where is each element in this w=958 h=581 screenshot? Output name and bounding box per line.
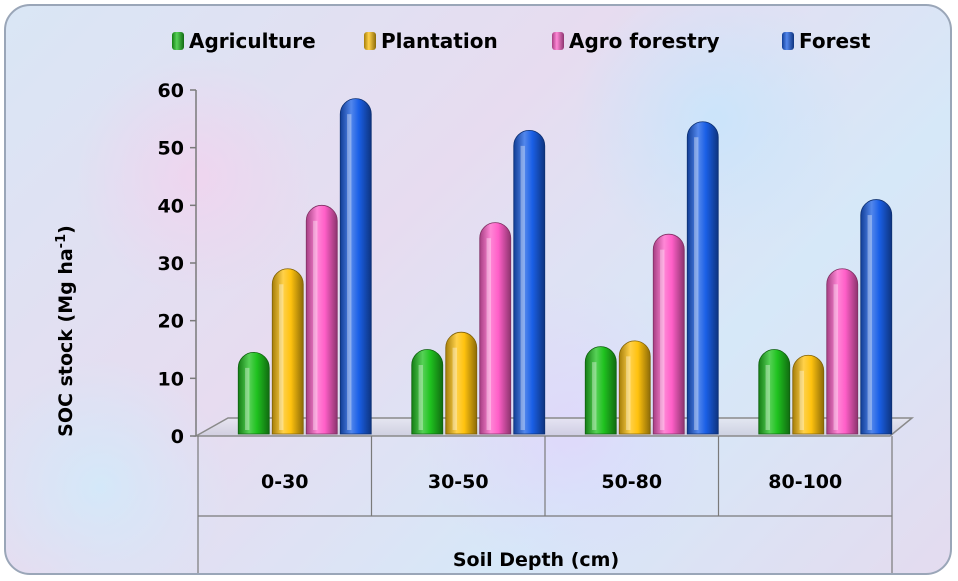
y-tick-label: 0	[171, 426, 184, 448]
x-tick-labels: 0-30 30-50 50-80 80-100	[261, 471, 842, 493]
bar-plantation	[792, 354, 825, 435]
bar-highlight	[694, 137, 699, 430]
bar-body	[792, 354, 825, 435]
bar-highlight	[279, 284, 284, 430]
x-tick-label: 30-50	[428, 471, 489, 493]
bar-highlight	[245, 367, 250, 430]
bar-highlight	[799, 370, 804, 430]
bar-highlight	[452, 347, 457, 430]
bar-body	[411, 349, 444, 435]
chart-frame: 0 10 20 30 40 50 60 0-30 30-50 50-80 80-100 Agric…	[4, 4, 952, 575]
bar-body	[339, 98, 372, 435]
axes	[190, 89, 915, 573]
legend-swatch	[364, 32, 376, 50]
bar-body	[305, 205, 338, 435]
bar-body	[271, 268, 304, 435]
bar-highlight	[418, 365, 423, 430]
x-tick-label: 80-100	[768, 471, 842, 493]
y-tick-label: 10	[158, 368, 184, 390]
bar-body	[758, 349, 791, 435]
y-tick-label: 40	[158, 195, 184, 217]
legend-swatch	[782, 32, 794, 50]
chart-floor	[193, 417, 915, 437]
y-axis-title-close: )	[55, 225, 77, 234]
bar-highlight	[520, 145, 525, 430]
y-axis-title: SOC stock (Mg ha-1)	[54, 225, 77, 437]
bar-agriculture	[758, 349, 791, 435]
legend-swatch	[552, 32, 564, 50]
bar-plantation	[618, 340, 651, 435]
y-axis-title-superscript: -1	[54, 234, 69, 248]
bar-body	[826, 268, 859, 435]
bar-forest	[513, 130, 546, 435]
bar-highlight	[347, 114, 352, 431]
legend-item-agriculture: Agriculture	[172, 29, 316, 53]
legend: Agriculture Plantation Agro forestry Forest	[172, 29, 871, 53]
y-tick-labels: 0 10 20 30 40 50 60	[158, 80, 184, 448]
bar-forest	[686, 121, 719, 435]
y-tick-label: 50	[158, 138, 184, 160]
bar-body	[445, 331, 478, 435]
bar-forest	[339, 98, 372, 435]
bar-chart: 0 10 20 30 40 50 60 0-30 30-50 50-80 80-100 Agric…	[54, 29, 915, 573]
x-tick-label: 50-80	[601, 471, 662, 493]
bar-agro-forestry	[826, 268, 859, 435]
bar-agriculture	[411, 349, 444, 435]
bar-agro-forestry	[652, 233, 685, 435]
legend-label: Plantation	[381, 29, 498, 53]
bar-highlight	[313, 220, 318, 430]
legend-label: Agriculture	[189, 29, 316, 53]
bar-plantation	[445, 331, 478, 435]
legend-swatch	[172, 32, 184, 50]
bar-highlight	[592, 362, 597, 430]
bars	[237, 98, 893, 435]
bar-body	[860, 199, 893, 435]
bar-highlight	[765, 365, 770, 430]
legend-label: Agro forestry	[569, 29, 720, 53]
legend-label: Forest	[799, 29, 871, 53]
bar-agro-forestry	[305, 205, 338, 435]
bar-agro-forestry	[479, 222, 512, 435]
bar-highlight	[867, 215, 872, 430]
bar-forest	[860, 199, 893, 435]
bar-body	[652, 233, 685, 435]
bar-highlight	[833, 284, 838, 430]
bar-body	[513, 130, 546, 435]
bar-agriculture	[237, 352, 270, 435]
bar-highlight	[626, 356, 631, 430]
y-tick-label: 60	[158, 80, 184, 102]
bar-highlight	[486, 238, 491, 430]
bar-body	[584, 346, 617, 435]
bar-body	[618, 340, 651, 435]
bar-plantation	[271, 268, 304, 435]
x-axis-title: Soil Depth (cm)	[453, 549, 619, 571]
x-tick-label: 0-30	[261, 471, 309, 493]
bar-agriculture	[584, 346, 617, 435]
bar-body	[686, 121, 719, 435]
bar-body	[237, 352, 270, 435]
bar-body	[479, 222, 512, 435]
legend-item-plantation: Plantation	[364, 29, 498, 53]
legend-item-agro-forestry: Agro forestry	[552, 29, 720, 53]
y-axis-title-main: SOC stock (Mg ha	[55, 248, 77, 437]
y-tick-label: 20	[158, 311, 184, 333]
legend-item-forest: Forest	[782, 29, 871, 53]
bar-highlight	[660, 249, 665, 430]
y-tick-label: 30	[158, 253, 184, 275]
